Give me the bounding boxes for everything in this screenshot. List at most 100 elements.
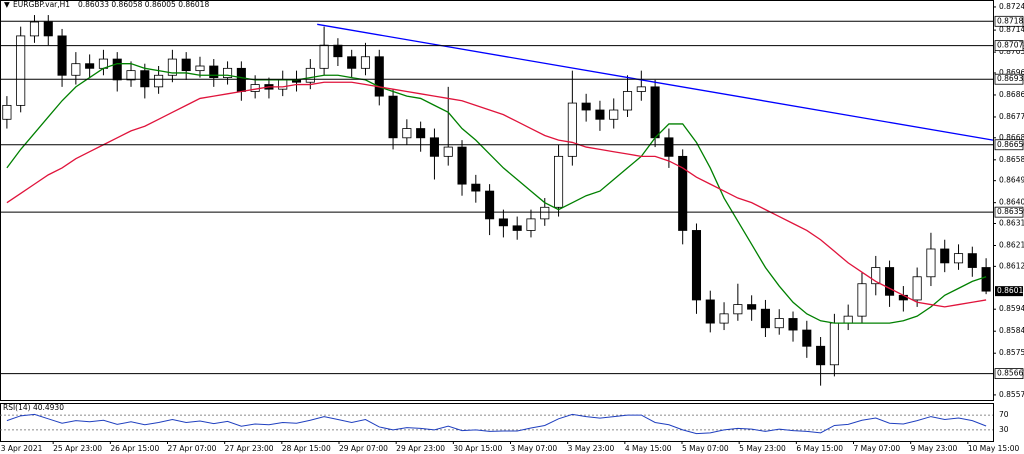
- x-tick-label: 29 Apr 07:00: [339, 444, 388, 453]
- y-tick-label: 0.85845: [999, 326, 1024, 335]
- level-label: 0.86933: [997, 74, 1024, 83]
- x-tick-label: 25 Apr 23:00: [53, 444, 102, 453]
- candle-body: [788, 318, 798, 331]
- candle-body: [195, 65, 205, 72]
- x-tick-label: 9 May 23:00: [911, 444, 958, 453]
- level-label: 0.87078: [997, 41, 1024, 50]
- candle-body: [581, 102, 591, 111]
- candle-body: [650, 86, 660, 139]
- candle-body: [843, 315, 853, 324]
- candle-body: [719, 313, 729, 324]
- candle-body: [967, 253, 977, 268]
- x-tick-label: 7 May 07:00: [854, 444, 901, 453]
- level-box: [994, 139, 1024, 151]
- candle-body: [636, 86, 646, 92]
- candle-body: [953, 253, 964, 264]
- x-tick-label: 28 Apr 15:00: [282, 444, 331, 453]
- candle-body: [416, 128, 426, 139]
- candle-body: [940, 248, 950, 264]
- candle-body: [857, 283, 867, 317]
- candle-body: [374, 56, 384, 97]
- candle-body: [360, 56, 371, 69]
- candle-body: [540, 206, 550, 220]
- current-price-box: [995, 286, 1023, 297]
- candle-body: [457, 146, 467, 185]
- rsi-tick-label: 30: [999, 425, 1009, 434]
- candle-body: [498, 218, 508, 227]
- candle-body: [278, 79, 288, 90]
- x-tick-label: 10 May 15:00: [968, 444, 1020, 453]
- current-price-label: 0.86018: [997, 286, 1024, 295]
- candle-body: [236, 67, 246, 92]
- candle-body: [126, 70, 136, 81]
- candle-body: [250, 84, 260, 92]
- x-tick-label: 26 Apr 15:00: [110, 444, 159, 453]
- candle-body: [347, 56, 357, 69]
- level-label: 0.85662: [997, 369, 1024, 378]
- y-tick-label: 0.86495: [999, 176, 1024, 185]
- candle-body: [388, 95, 398, 139]
- x-tick-label: 29 Apr 23:00: [396, 444, 445, 453]
- candle-body: [16, 35, 26, 106]
- x-tick-label: 5 May 07:00: [682, 444, 729, 453]
- candle-body: [167, 58, 177, 76]
- level-box: [994, 73, 1024, 85]
- rsi-line: [6, 413, 987, 435]
- y-tick-label: 0.85570: [999, 390, 1024, 399]
- candle-body: [512, 225, 522, 231]
- candle-body: [443, 146, 453, 157]
- candle-body: [595, 109, 605, 120]
- candle-body: [319, 44, 329, 69]
- candle-body: [816, 345, 826, 366]
- candle-body: [733, 304, 743, 315]
- candle-body: [664, 137, 674, 157]
- candle-body: [774, 318, 784, 329]
- level-label: 0.86359: [997, 207, 1024, 216]
- rsi-panel: [0, 403, 994, 442]
- candle-body: [554, 155, 564, 208]
- candle-body: [567, 102, 577, 157]
- x-tick-label: 23 Apr 2021: [0, 444, 43, 453]
- candle-body: [429, 137, 439, 157]
- candle-body: [29, 21, 40, 37]
- x-tick-label: 27 Apr 07:00: [168, 444, 217, 453]
- moving-average: [6, 63, 987, 324]
- candle-body: [71, 63, 81, 76]
- candle-body: [333, 44, 343, 58]
- candle-body: [57, 35, 67, 76]
- x-tick-label: 30 Apr 15:00: [453, 444, 502, 453]
- candle-body: [705, 299, 715, 324]
- candle-body: [223, 67, 233, 78]
- rsi-label: RSI(14) 40.4930: [3, 403, 64, 412]
- level-box: [994, 40, 1024, 52]
- candle-body: [802, 329, 812, 347]
- x-tick-label: 27 Apr 23:00: [225, 444, 274, 453]
- price-panel: [0, 0, 994, 401]
- candle-body: [678, 155, 688, 231]
- candle-body: [485, 190, 495, 220]
- x-tick-label: 3 May 23:00: [568, 444, 615, 453]
- candle-body: [209, 65, 219, 78]
- candle-body: [181, 58, 191, 72]
- candle-body: [112, 58, 122, 81]
- x-tick-label: 3 May 07:00: [511, 444, 558, 453]
- candle-body: [154, 74, 164, 88]
- y-tick-label: 0.86215: [999, 241, 1024, 250]
- candle-body: [871, 267, 881, 285]
- moving-average: [6, 81, 987, 308]
- y-tick-label: 0.86125: [999, 261, 1024, 270]
- trendline: [317, 23, 994, 141]
- candle-body: [912, 276, 922, 301]
- y-tick-label: 0.87145: [999, 25, 1024, 34]
- chart-title: EURGBP.var,H1: [13, 0, 70, 9]
- candle-body: [622, 91, 633, 111]
- candle-body: [43, 21, 53, 37]
